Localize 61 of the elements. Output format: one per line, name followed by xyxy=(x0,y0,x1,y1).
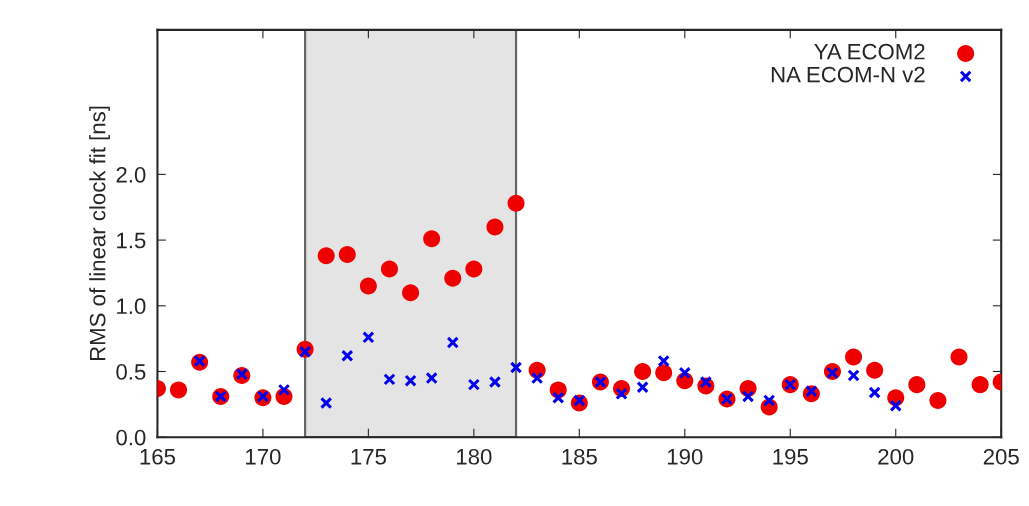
legend-label: NA ECOM-N v2 xyxy=(771,66,925,83)
point xyxy=(530,371,544,385)
point xyxy=(657,354,670,368)
point xyxy=(699,375,713,389)
y-axis-title: RMS of linear clock fit [ns] xyxy=(89,106,110,361)
y-tick-label: 1.5 xyxy=(117,232,146,249)
point xyxy=(615,387,628,401)
point xyxy=(634,362,652,380)
point xyxy=(256,390,270,403)
x-tick-label: 190 xyxy=(667,448,703,465)
point xyxy=(488,375,502,389)
y-tick-label: 1.0 xyxy=(117,298,146,315)
point xyxy=(866,361,884,379)
x-tick-label: 165 xyxy=(140,448,176,465)
point xyxy=(317,247,335,265)
point xyxy=(170,381,188,399)
point xyxy=(741,390,755,403)
legend-label: YA ECOM2 xyxy=(814,43,925,60)
point xyxy=(425,371,438,385)
point xyxy=(507,194,525,212)
point xyxy=(509,361,523,374)
point xyxy=(444,269,462,287)
x-tick-label: 195 xyxy=(773,448,808,465)
point xyxy=(362,331,375,344)
y-tick-label: 2.0 xyxy=(116,166,146,183)
point xyxy=(277,383,291,397)
point xyxy=(338,246,356,264)
point xyxy=(320,396,333,410)
point xyxy=(298,345,312,358)
x-tick-label: 175 xyxy=(351,449,386,465)
point xyxy=(845,348,863,366)
y-tick-label: 0.0 xyxy=(116,429,146,446)
point xyxy=(359,277,377,295)
x-tick-label: 180 xyxy=(457,448,492,465)
point xyxy=(678,366,691,379)
point xyxy=(929,391,947,409)
y-tick-label: 0.5 xyxy=(116,364,146,380)
point xyxy=(380,260,398,278)
point xyxy=(655,364,673,382)
point xyxy=(404,374,417,387)
point xyxy=(889,399,902,412)
point xyxy=(465,260,483,278)
point xyxy=(383,373,396,386)
point xyxy=(971,376,989,394)
point xyxy=(446,336,459,349)
point xyxy=(762,394,776,407)
x-tick-label: 170 xyxy=(246,448,281,465)
point xyxy=(847,369,860,382)
point xyxy=(467,378,481,391)
x-tick-label: 200 xyxy=(878,448,914,465)
x-tick-label: 185 xyxy=(562,448,597,465)
x-tick-label: 205 xyxy=(983,448,1019,465)
point xyxy=(868,386,881,399)
point xyxy=(908,376,926,394)
point xyxy=(402,284,420,302)
point xyxy=(341,349,354,362)
point xyxy=(552,391,565,404)
point xyxy=(423,230,441,248)
point xyxy=(486,218,504,236)
point xyxy=(636,381,649,394)
point xyxy=(950,348,968,366)
